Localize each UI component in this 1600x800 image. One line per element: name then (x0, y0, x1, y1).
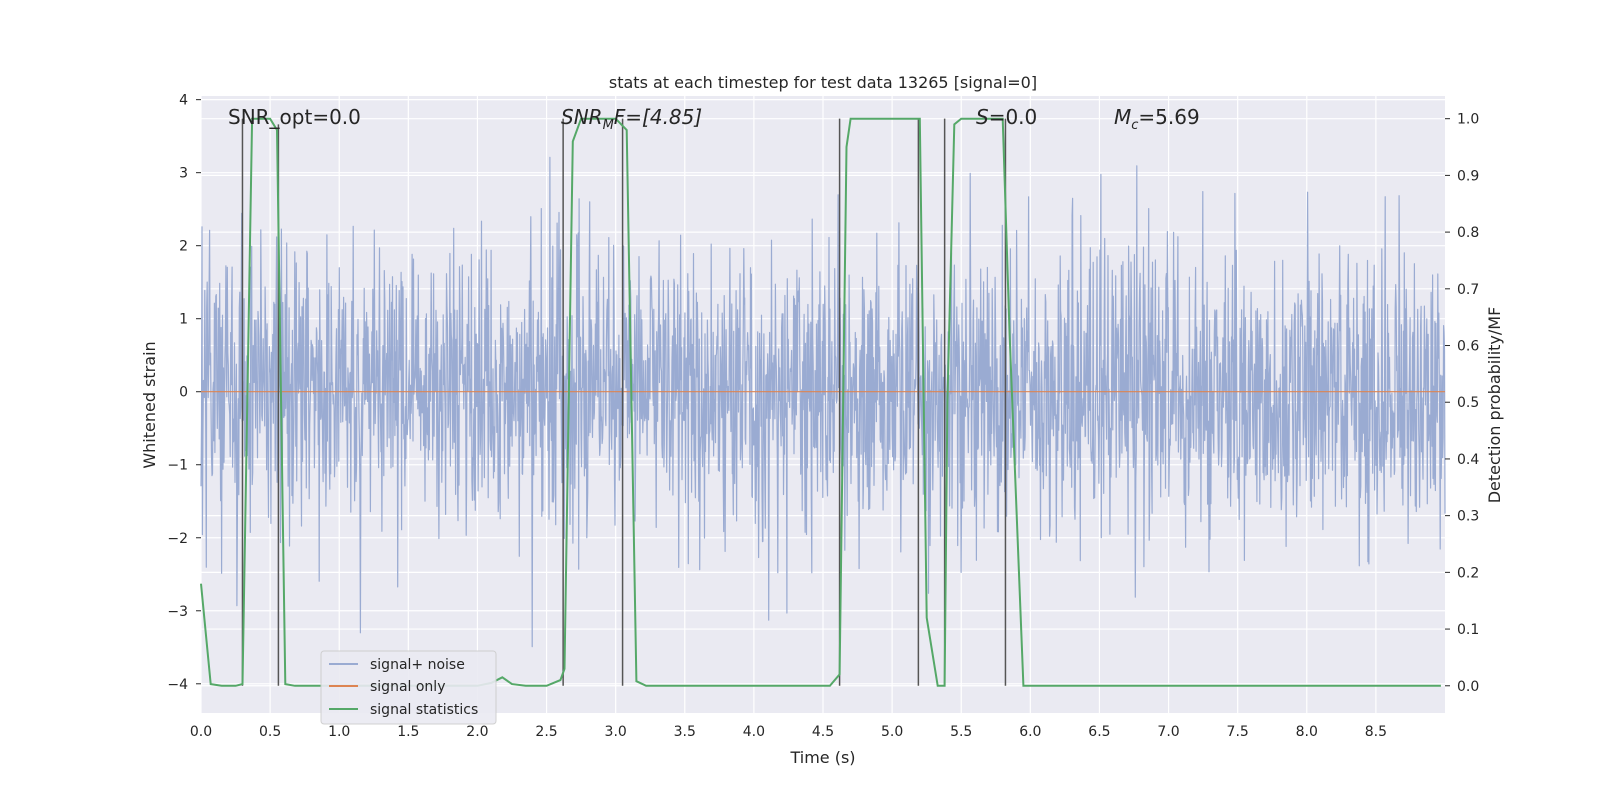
signal-statistics-series (200, 117, 1441, 687)
y-tick-label: −4 (167, 677, 188, 693)
signal-noise-line (200, 156, 1446, 648)
x-tick-label: 0.0 (190, 724, 212, 740)
y-tick-label: 2 (179, 239, 188, 255)
x-tick-label: 0.5 (259, 724, 281, 740)
x-tick-label: 3.5 (674, 724, 696, 740)
y-tick-label: 3 (179, 166, 188, 182)
signal-noise-series (200, 156, 1446, 648)
y2-tick-label: 0.2 (1457, 565, 1479, 581)
x-tick-label: 7.0 (1157, 724, 1179, 740)
x-tick-label: 8.5 (1365, 724, 1387, 740)
y2-tick-label: 0.3 (1457, 509, 1479, 525)
chart-title: stats at each timestep for test data 132… (609, 73, 1037, 92)
x-tick-label: 2.0 (466, 724, 488, 740)
x-tick-label: 5.5 (950, 724, 972, 740)
y-tick-label: 1 (179, 312, 188, 328)
y2-tick-label: 0.9 (1457, 168, 1479, 184)
x-tick-label: 8.0 (1296, 724, 1318, 740)
y2-tick-label: 0.4 (1457, 452, 1479, 468)
legend-label-signal-noise: signal+ noise (370, 657, 465, 673)
legend: signal+ noise signal only signal statist… (320, 650, 497, 725)
signal-statistics-line (200, 117, 1441, 687)
legend-label-signal-only: signal only (370, 679, 445, 695)
y2-axis-label: Detection probability/MF (1485, 307, 1504, 504)
y-tick-label: −2 (167, 531, 188, 547)
y2-tick-label: 0.5 (1457, 395, 1479, 411)
legend-label-signal-statistics: signal statistics (370, 702, 478, 718)
x-tick-label: 3.0 (605, 724, 627, 740)
y-tick-label: −1 (167, 458, 188, 474)
legend-box (320, 650, 497, 725)
y2-tick-label: 0.6 (1457, 339, 1479, 355)
x-axis-label: Time (s) (789, 748, 855, 767)
x-tick-label: 5.0 (881, 724, 903, 740)
y2-tick-label: 0.1 (1457, 622, 1479, 638)
y-axis-label: Whitened strain (140, 341, 159, 468)
x-tick-label: 1.5 (397, 724, 419, 740)
y2-tick-label: 0.0 (1457, 679, 1479, 695)
annotation-snr-mf: SNRMF=[4.85] (561, 105, 702, 133)
annotation-mc: Mc=5.69 (1114, 105, 1200, 133)
x-tick-label: 2.5 (535, 724, 557, 740)
annotation-snr-opt: SNR_opt=0.0 (228, 105, 361, 129)
y-tick-label: 4 (179, 93, 188, 109)
y2-tick-label: 0.8 (1457, 225, 1479, 241)
vertical-markers (241, 118, 1007, 686)
x-tick-label: 4.0 (743, 724, 765, 740)
annotation-s: S=0.0 (976, 105, 1037, 129)
tick-layer: 0.0 0.5 1.0 1.5 2.0 2.5 3.0 3.5 4.0 4.5 5.0 5.5 6.0 6… (167, 93, 1479, 740)
y2-tick-label: 1.0 (1457, 112, 1479, 128)
x-tick-label: 7.5 (1227, 724, 1249, 740)
y-tick-label: 0 (179, 385, 188, 401)
x-tick-label: 4.5 (812, 724, 834, 740)
x-tick-label: 1.0 (328, 724, 350, 740)
x-tick-label: 6.5 (1088, 724, 1110, 740)
y2-tick-label: 0.7 (1457, 282, 1479, 298)
x-tick-label: 6.0 (1019, 724, 1041, 740)
y-tick-label: −3 (167, 604, 188, 620)
